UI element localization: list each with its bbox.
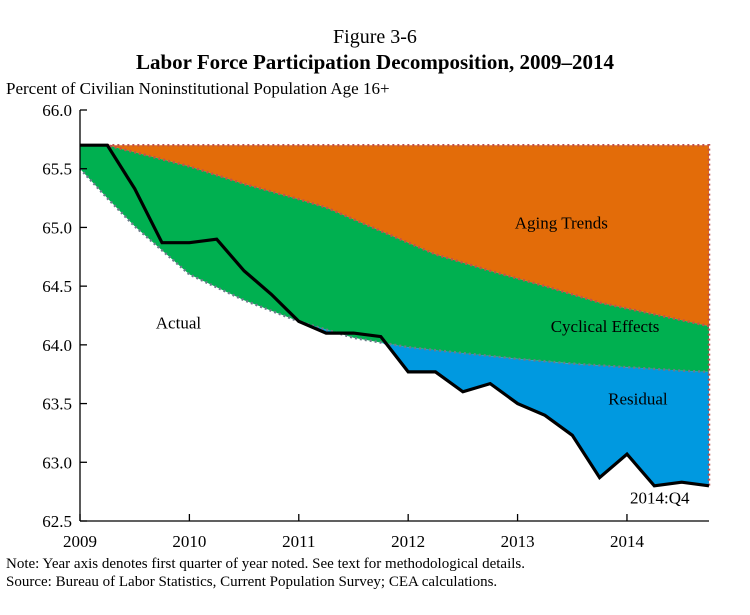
annotation-label: 2014:Q4: [630, 488, 690, 507]
x-tick-label: 2010: [172, 532, 206, 551]
chart-areas: [80, 145, 709, 486]
annotation-label: Residual: [608, 390, 668, 409]
y-tick-label: 64.0: [42, 336, 72, 355]
chart-annotations: Aging Trends Cyclical Effects Residual Actu…: [156, 214, 690, 508]
chart-lines: [79, 143, 711, 488]
y-tick-label: 64.5: [42, 277, 72, 296]
note-line: Note: Year axis denotes first quarter of…: [6, 556, 526, 572]
x-tick-label: 2009: [63, 532, 97, 551]
trend-line-aging: [80, 143, 710, 328]
series-line-actual: [80, 143, 710, 488]
y-tick-label: 63.0: [42, 453, 72, 472]
area-residual: [80, 168, 709, 486]
y-tick-label: 63.5: [42, 395, 72, 414]
boundary-line-top: [107, 143, 711, 486]
y-tick-label: 66.0: [42, 101, 72, 120]
annotation-label: Cyclical Effects: [551, 317, 660, 336]
chart-title: Labor Force Participation Decomposition,…: [135, 50, 615, 74]
area-cyclical-effects: [80, 145, 709, 372]
annotation-label: Aging Trends: [515, 214, 608, 233]
x-tick-label: 2011: [282, 532, 315, 551]
y-tick-label: 62.5: [42, 512, 72, 531]
y-axis-title: Percent of Civilian Noninstitutional Pop…: [6, 79, 390, 98]
area-aging-trends: [80, 145, 709, 327]
y-tick-label: 65.5: [42, 160, 72, 179]
source-line: Source: Bureau of Labor Statistics, Curr…: [6, 574, 498, 590]
chart-note: Note: Year axis denotes first quarter of…: [6, 555, 525, 591]
y-tick-label: 65.0: [42, 218, 72, 237]
trend-line-cyclical: [79, 167, 710, 374]
x-tick-label: 2013: [501, 532, 535, 551]
x-tick-label: 2012: [391, 532, 425, 551]
figure-label: Figure 3-6: [333, 26, 417, 48]
x-tick-label: 2014: [610, 532, 645, 551]
annotation-label: Actual: [156, 313, 202, 332]
